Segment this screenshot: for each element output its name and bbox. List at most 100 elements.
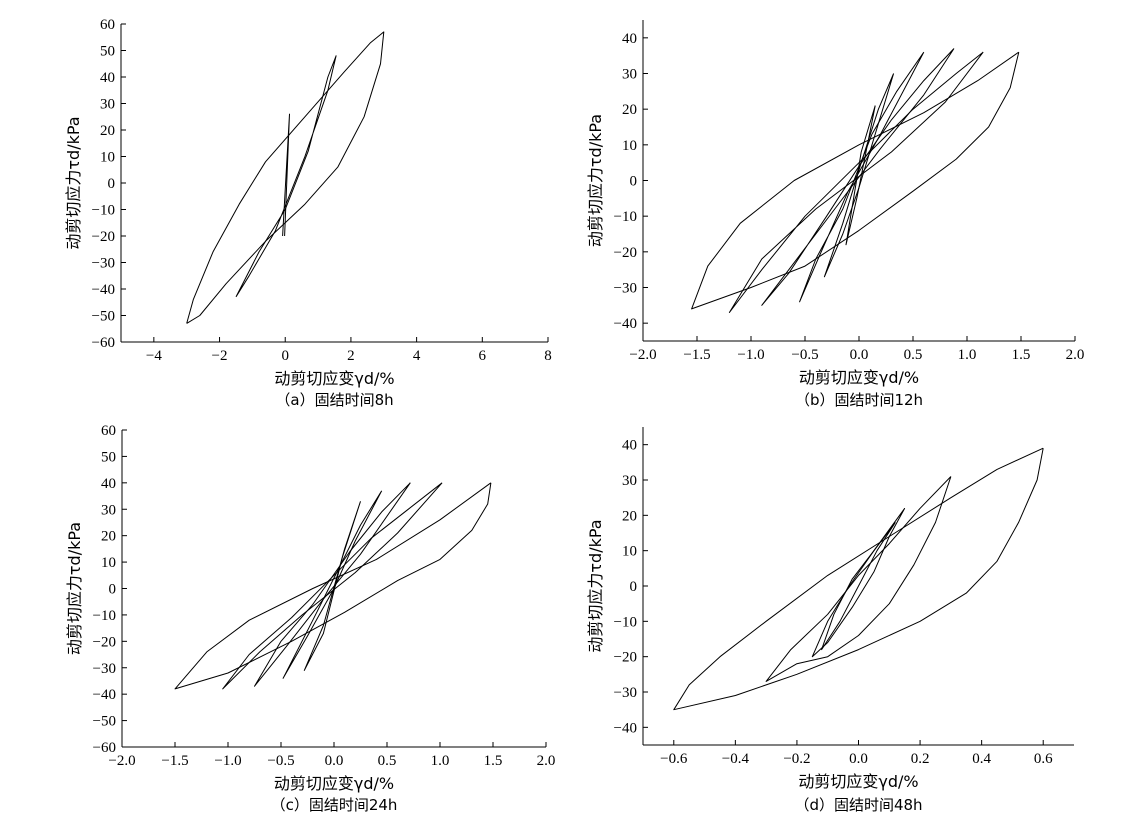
x-tick-label: −0.5 (791, 347, 818, 363)
y-axis-title: 动剪切应力τd/kPa (586, 519, 605, 652)
hysteresis-loop-2 (811, 508, 906, 658)
x-tick-label: −0.4 (722, 751, 750, 767)
hysteresis-loop-1 (845, 105, 876, 246)
chart-b: −40 −30 −20 −10 0 10 20 30 40 −2.0 −1.5 −1.0 −0.5 0.0… (586, 20, 1084, 409)
x-axis-title: 动剪切应变γd/% (274, 774, 394, 793)
y-tick-label: 20 (100, 123, 115, 139)
y-tick-label: −40 (93, 687, 116, 703)
y-tick-label: 10 (622, 544, 637, 560)
y-tick-label: −10 (614, 614, 637, 630)
y-tick-label: −30 (614, 281, 637, 297)
y-tick-label: 50 (100, 44, 115, 60)
panel-caption: （c）固结时间24h (271, 796, 398, 814)
y-tick-label: −50 (93, 714, 116, 730)
x-tick-label: 0.5 (904, 347, 923, 363)
panel-caption: （a）固结时间8h (275, 391, 393, 409)
x-tick-label: 6 (479, 348, 487, 364)
x-tick-label: −0.6 (660, 751, 688, 767)
hysteresis-loop-4 (673, 447, 1044, 711)
x-tick-label: 0.4 (972, 751, 991, 767)
y-tick-label: −60 (93, 740, 116, 756)
y-tick-label: −10 (93, 608, 116, 624)
y-tick-label: 30 (101, 502, 116, 518)
y-tick-label: −20 (92, 229, 115, 245)
y-tick-label: −30 (93, 661, 116, 677)
y-tick-label: 0 (630, 579, 638, 595)
x-tick-label: 2 (347, 348, 355, 364)
y-tick-label: 0 (630, 174, 638, 190)
x-axis-title: 动剪切应变γd/% (274, 369, 394, 388)
hysteresis-loop-5 (728, 51, 984, 313)
hysteresis-loop-5 (174, 482, 492, 690)
y-axis-title: 动剪切应力τd/kPa (65, 522, 84, 655)
y-tick-label: −50 (92, 309, 115, 325)
x-tick-label: −0.2 (783, 751, 810, 767)
hysteresis-loop-3 (186, 31, 385, 324)
x-tick-label: 8 (544, 348, 552, 364)
hysteresis-loop-3 (799, 51, 925, 303)
panel-caption: （b）固结时间12h (795, 391, 923, 409)
y-axis-title: 动剪切应力τd/kPa (586, 114, 605, 247)
x-tick-label: 2.0 (1066, 347, 1085, 363)
hysteresis-loop-1 (821, 522, 896, 651)
y-tick-label: 20 (622, 102, 637, 118)
x-tick-label: 1.0 (431, 753, 450, 769)
panel-caption: （d）固结时间48h (794, 796, 922, 814)
y-tick-label: 0 (108, 176, 116, 192)
y-tick-label: −60 (92, 335, 115, 351)
x-tick-label: 0.0 (850, 347, 869, 363)
x-tick-label: −2.0 (108, 753, 135, 769)
y-tick-label: 10 (100, 150, 115, 166)
y-tick-label: 10 (101, 555, 116, 571)
x-tick-label: −1.5 (683, 347, 710, 363)
x-tick-label: −2.0 (629, 347, 656, 363)
y-tick-label: −10 (92, 203, 115, 219)
y-tick-label: −20 (614, 650, 637, 666)
x-tick-label: −1.0 (214, 753, 241, 769)
y-tick-label: 30 (622, 67, 637, 83)
y-tick-label: 30 (622, 473, 637, 489)
x-tick-label: 0.6 (1034, 751, 1053, 767)
x-tick-label: −1.5 (161, 753, 188, 769)
y-axis-title: 动剪切应力τd/kPa (64, 116, 83, 249)
chart-c: −60 −50 −40 −30 −20 −10 0 10 20 30 40 50 60 −2.0 −1.5 −… (65, 423, 555, 814)
hysteresis-loop-2 (282, 490, 383, 679)
hysteresis-loop-3 (765, 476, 952, 682)
hysteresis-loop-1 (282, 113, 290, 237)
y-tick-label: 40 (100, 70, 115, 86)
x-tick-label: 1.5 (484, 753, 503, 769)
x-axis-title: 动剪切应变γd/% (799, 368, 919, 387)
x-tick-label: 0.0 (849, 751, 868, 767)
y-tick-label: 10 (622, 138, 637, 154)
y-tick-label: −40 (92, 282, 115, 298)
hysteresis-loop-4 (761, 48, 955, 306)
x-tick-label: 0.2 (911, 751, 930, 767)
y-tick-label: 20 (101, 529, 116, 545)
y-tick-label: 0 (109, 582, 117, 598)
x-axis-title: 动剪切应变γd/% (798, 772, 918, 791)
y-tick-label: −30 (614, 685, 637, 701)
y-tick-label: 40 (622, 438, 637, 454)
x-tick-label: 0 (281, 348, 289, 364)
hysteresis-loop-1 (303, 501, 361, 671)
x-tick-label: −2 (212, 348, 228, 364)
y-tick-label: 20 (622, 508, 637, 524)
y-tick-label: 30 (100, 97, 115, 113)
x-tick-label: 0.5 (378, 753, 397, 769)
x-tick-label: −1.0 (737, 347, 764, 363)
y-tick-label: −30 (92, 256, 115, 272)
y-tick-label: −40 (614, 316, 637, 332)
y-tick-label: 40 (101, 476, 116, 492)
y-tick-label: −40 (614, 720, 637, 736)
y-tick-label: 60 (101, 423, 116, 439)
y-tick-label: −20 (614, 245, 637, 261)
chart-d: −40 −30 −20 −10 0 10 20 30 40 −0.6 −0.4 −0.2 0.0 0.2 0… (586, 427, 1074, 814)
hysteresis-loop-2 (235, 55, 337, 298)
y-tick-label: 40 (622, 31, 637, 47)
y-tick-label: 60 (100, 17, 115, 33)
x-tick-label: 4 (413, 348, 421, 364)
x-tick-label: −0.5 (267, 753, 294, 769)
x-tick-label: 1.0 (958, 347, 977, 363)
